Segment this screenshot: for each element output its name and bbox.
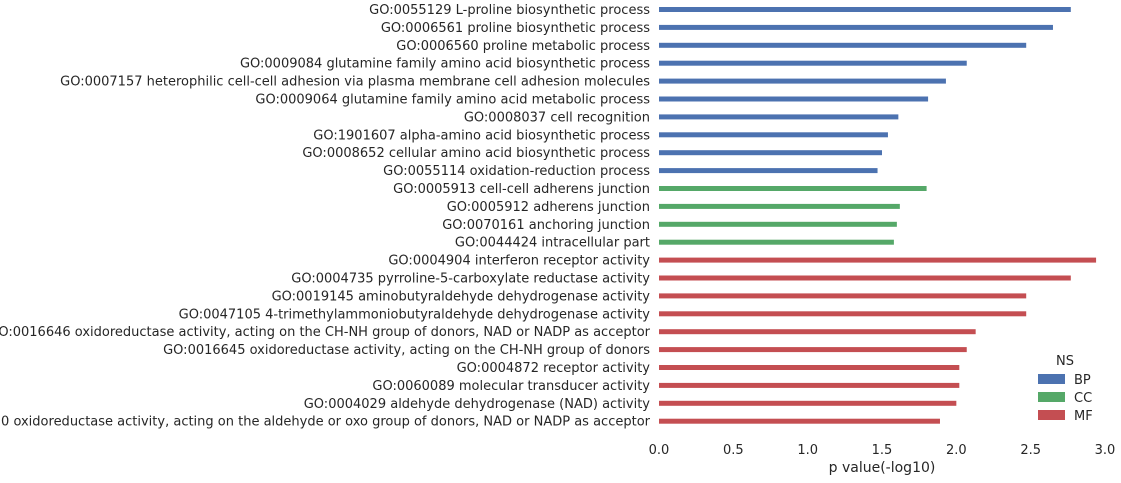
category-label: GO:0009084 glutamine family amino acid b…: [240, 57, 650, 72]
x-tick-label: 0.0: [649, 443, 670, 458]
bar-cc: [659, 203, 900, 209]
bar-cc: [659, 221, 897, 227]
category-label: GO:0008037 cell recognition: [464, 110, 650, 125]
category-label: GO:0005912 adherens junction: [447, 200, 650, 215]
category-labels: GO:0055129 L-proline biosynthetic proces…: [0, 3, 651, 430]
bar-mf: [659, 365, 960, 370]
bar-mf: [659, 311, 1027, 317]
category-label: GO:0044424 intracellular part: [455, 236, 650, 251]
category-label: GO:0016645 oxidoreductase activity, acti…: [163, 343, 650, 358]
bar-bp: [659, 42, 1027, 48]
category-label: GO:0070161 anchoring junction: [442, 218, 650, 233]
category-label: GO:0047105 4-trimethylammoniobutyraldehy…: [179, 307, 651, 322]
x-tick-label: 0.5: [723, 443, 744, 458]
x-axis-ticks: 0.0 0.5 1.0 1.5 2.0 2.5 3.0: [649, 443, 1116, 458]
category-label: GO:0008652 cellular amino acid biosynthe…: [302, 146, 650, 161]
category-label: GO:0016646 oxidoreductase activity, acti…: [0, 325, 651, 340]
category-label: GO:0005913 cell-cell adherens junction: [393, 182, 650, 197]
x-tick-label: 1.5: [872, 443, 893, 458]
bar-bp: [659, 60, 967, 66]
category-label: GO:0004904 interferon receptor activity: [388, 254, 650, 269]
bar-mf: [659, 257, 1097, 263]
bar-mf: [659, 275, 1071, 281]
x-tick-label: 1.0: [797, 443, 818, 458]
legend-label-cc: CC: [1074, 391, 1092, 406]
bar-mf: [659, 400, 957, 406]
bar-bp: [659, 7, 1071, 12]
bar-mf: [659, 347, 967, 353]
bar-mf: [659, 382, 960, 388]
legend-swatch-mf: [1038, 410, 1065, 420]
bar-mf: [659, 329, 976, 335]
legend-label-mf: MF: [1074, 409, 1093, 424]
category-label: GO:0006561 proline biosynthetic process: [381, 21, 650, 36]
category-label: GO:0007157 heterophilic cell-cell adhesi…: [60, 75, 650, 90]
category-label: GO:0009064 glutamine family amino acid m…: [255, 93, 650, 108]
bar-bp: [659, 96, 929, 102]
bar-bp: [659, 24, 1053, 30]
bars-layer: [659, 7, 1097, 424]
bar-cc: [659, 186, 927, 191]
category-label: GO:1901607 alpha-amino acid biosynthetic…: [313, 128, 650, 143]
category-label: GO:0004029 aldehyde dehydrogenase (NAD) …: [304, 397, 651, 412]
legend-title: NS: [1056, 354, 1074, 369]
bar-bp: [659, 150, 882, 156]
bar-bp: [659, 168, 878, 174]
x-tick-label: 2.0: [946, 443, 967, 458]
bar-mf: [659, 418, 940, 424]
category-label: GO:0004872 receptor activity: [457, 361, 651, 376]
legend-swatch-cc: [1038, 392, 1065, 402]
legend-entries: BP CC MF: [1038, 373, 1093, 424]
category-label: GO:0006560 proline metabolic process: [396, 39, 650, 54]
category-label: GO:0060089 molecular transducer activity: [372, 379, 650, 394]
category-label: GO:0016620 oxidoreductase activity, acti…: [0, 415, 651, 430]
category-label: GO:0004735 pyrroline-5-carboxylate reduc…: [291, 272, 650, 287]
bar-mf: [659, 293, 1027, 299]
category-label: GO:0055129 L-proline biosynthetic proces…: [369, 3, 650, 18]
x-tick-label: 3.0: [1095, 443, 1116, 458]
bar-cc: [659, 239, 894, 245]
bar-bp: [659, 114, 899, 120]
category-label: GO:0055114 oxidation-reduction process: [383, 164, 650, 179]
bar-bp: [659, 132, 888, 138]
x-axis-label: p value(-log10): [829, 460, 936, 476]
x-tick-label: 2.5: [1020, 443, 1041, 458]
category-label: GO:0019145 aminobutyraldehyde dehydrogen…: [272, 289, 651, 304]
legend-swatch-bp: [1038, 374, 1065, 384]
bar-bp: [659, 78, 946, 84]
legend-label-bp: BP: [1074, 373, 1091, 388]
legend: NS BP CC MF: [1038, 354, 1093, 424]
